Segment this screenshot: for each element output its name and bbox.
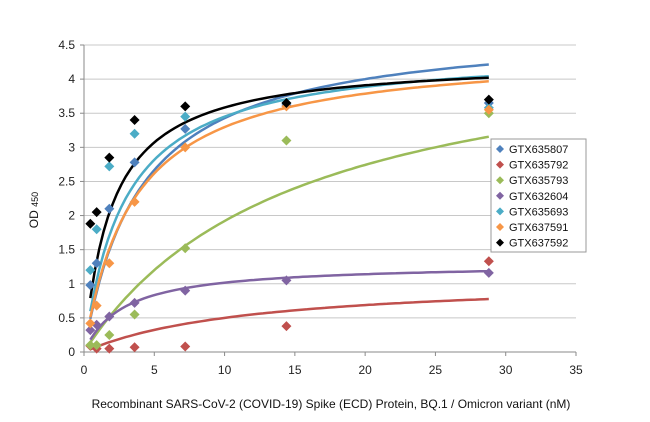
x-tick-label: 25 xyxy=(429,363,443,377)
legend-box xyxy=(490,138,587,253)
legend-label: GTX635793 xyxy=(509,175,568,187)
data-point-GTX637592 xyxy=(129,115,140,126)
y-tick-label: 3 xyxy=(68,140,75,154)
data-point-GTX632604 xyxy=(129,297,140,308)
data-point-GTX635693 xyxy=(91,224,102,235)
y-tick-label: 1 xyxy=(68,277,75,291)
data-point-GTX635792 xyxy=(129,342,140,353)
data-point-GTX635693 xyxy=(85,265,96,276)
legend-marker xyxy=(496,207,504,216)
data-point-GTX637591 xyxy=(104,258,115,269)
data-point-GTX637591 xyxy=(91,300,102,311)
legend-marker xyxy=(496,191,504,200)
y-tick-label: 4 xyxy=(68,72,75,86)
data-point-GTX635807 xyxy=(180,123,191,134)
legend-marker xyxy=(496,160,504,169)
data-point-GTX635793 xyxy=(91,340,102,351)
data-point-GTX632604 xyxy=(180,285,191,296)
x-tick-label: 20 xyxy=(358,363,372,377)
gridlines xyxy=(84,44,576,319)
legend-marker xyxy=(496,145,504,153)
legend: GTX635807 GTX635792 GTX635793 GTX632604 GTX6… xyxy=(490,138,587,253)
x-tick-label: 0 xyxy=(81,363,88,377)
axes xyxy=(80,44,577,356)
data-point-GTX632604 xyxy=(85,325,96,336)
y-tick-label: 3.5 xyxy=(58,106,75,120)
data-point-GTX635807 xyxy=(91,258,102,269)
data-point-GTX637592 xyxy=(281,97,292,108)
data-point-GTX635793 xyxy=(129,309,140,320)
data-point-GTX635792 xyxy=(180,341,191,352)
fit-curve-GTX635793 xyxy=(89,135,490,344)
y-tick-label: 4.5 xyxy=(58,38,75,52)
data-point-GTX635693 xyxy=(180,111,191,122)
fit-curve-GTX635693 xyxy=(89,74,489,312)
legend-label: GTX637592 xyxy=(509,238,568,250)
y-axis-title: OD 450 xyxy=(27,192,41,228)
fit-curve-GTX632604 xyxy=(89,269,489,341)
legend-label: GTX635792 xyxy=(509,160,568,172)
y-tick-label: 0 xyxy=(68,345,75,359)
tick-labels: 0 0.5 1 1.5 2 2.5 3 3.5 4 4.5 0 5 10 15 20 25 30 35 xyxy=(58,38,583,377)
data-point-GTX637591 xyxy=(483,104,494,115)
data-point-GTX637591 xyxy=(85,318,96,329)
x-tick-label: 30 xyxy=(499,363,513,377)
legend-label: GTX632604 xyxy=(509,191,568,203)
x-tick-label: 15 xyxy=(288,363,302,377)
x-tick-label: 10 xyxy=(218,363,232,377)
fit-curve-GTX635792 xyxy=(89,297,489,351)
data-point-GTX637591 xyxy=(129,196,140,207)
legend-label: GTX637591 xyxy=(509,222,568,234)
data-point-GTX632604 xyxy=(483,267,494,278)
data-point-GTX635792 xyxy=(104,343,115,354)
data-points xyxy=(85,94,494,354)
data-point-GTX635792 xyxy=(483,256,494,267)
data-point-GTX635807 xyxy=(129,157,140,168)
data-point-GTX635807 xyxy=(104,203,115,214)
x-tick-label: 5 xyxy=(151,363,158,377)
legend-marker xyxy=(496,176,504,185)
y-tick-label: 0.5 xyxy=(58,311,75,325)
y-tick-label: 1.5 xyxy=(58,243,75,257)
fit-curve-GTX637592 xyxy=(89,76,489,299)
data-point-GTX635807 xyxy=(85,280,96,291)
data-point-GTX635793 xyxy=(281,135,292,146)
data-point-GTX637592 xyxy=(180,101,191,112)
data-point-GTX635793 xyxy=(180,243,191,254)
data-point-GTX635792 xyxy=(281,321,292,332)
y-tick-label: 2 xyxy=(68,209,75,223)
legend-marker xyxy=(496,223,504,231)
data-point-GTX637592 xyxy=(104,152,115,163)
data-point-GTX637592 xyxy=(91,207,102,218)
fit-curves xyxy=(89,63,490,351)
data-point-GTX632604 xyxy=(104,311,115,322)
data-point-GTX637592 xyxy=(85,218,96,229)
legend-label: GTX635693 xyxy=(509,206,568,218)
data-point-GTX635693 xyxy=(129,128,140,139)
data-point-GTX635793 xyxy=(104,329,115,340)
data-point-GTX637591 xyxy=(180,142,191,153)
data-point-GTX635793 xyxy=(85,340,96,351)
data-point-GTX635693 xyxy=(104,161,115,172)
y-tick-label: 2.5 xyxy=(58,174,75,188)
legend-marker xyxy=(496,238,504,247)
legend-label: GTX635807 xyxy=(509,144,568,156)
data-point-GTX637592 xyxy=(483,94,494,105)
x-tick-label: 35 xyxy=(569,363,583,377)
x-axis-title: Recombinant SARS-CoV-2 (COVID-19) Spike … xyxy=(92,397,571,411)
data-point-GTX632604 xyxy=(281,275,292,286)
